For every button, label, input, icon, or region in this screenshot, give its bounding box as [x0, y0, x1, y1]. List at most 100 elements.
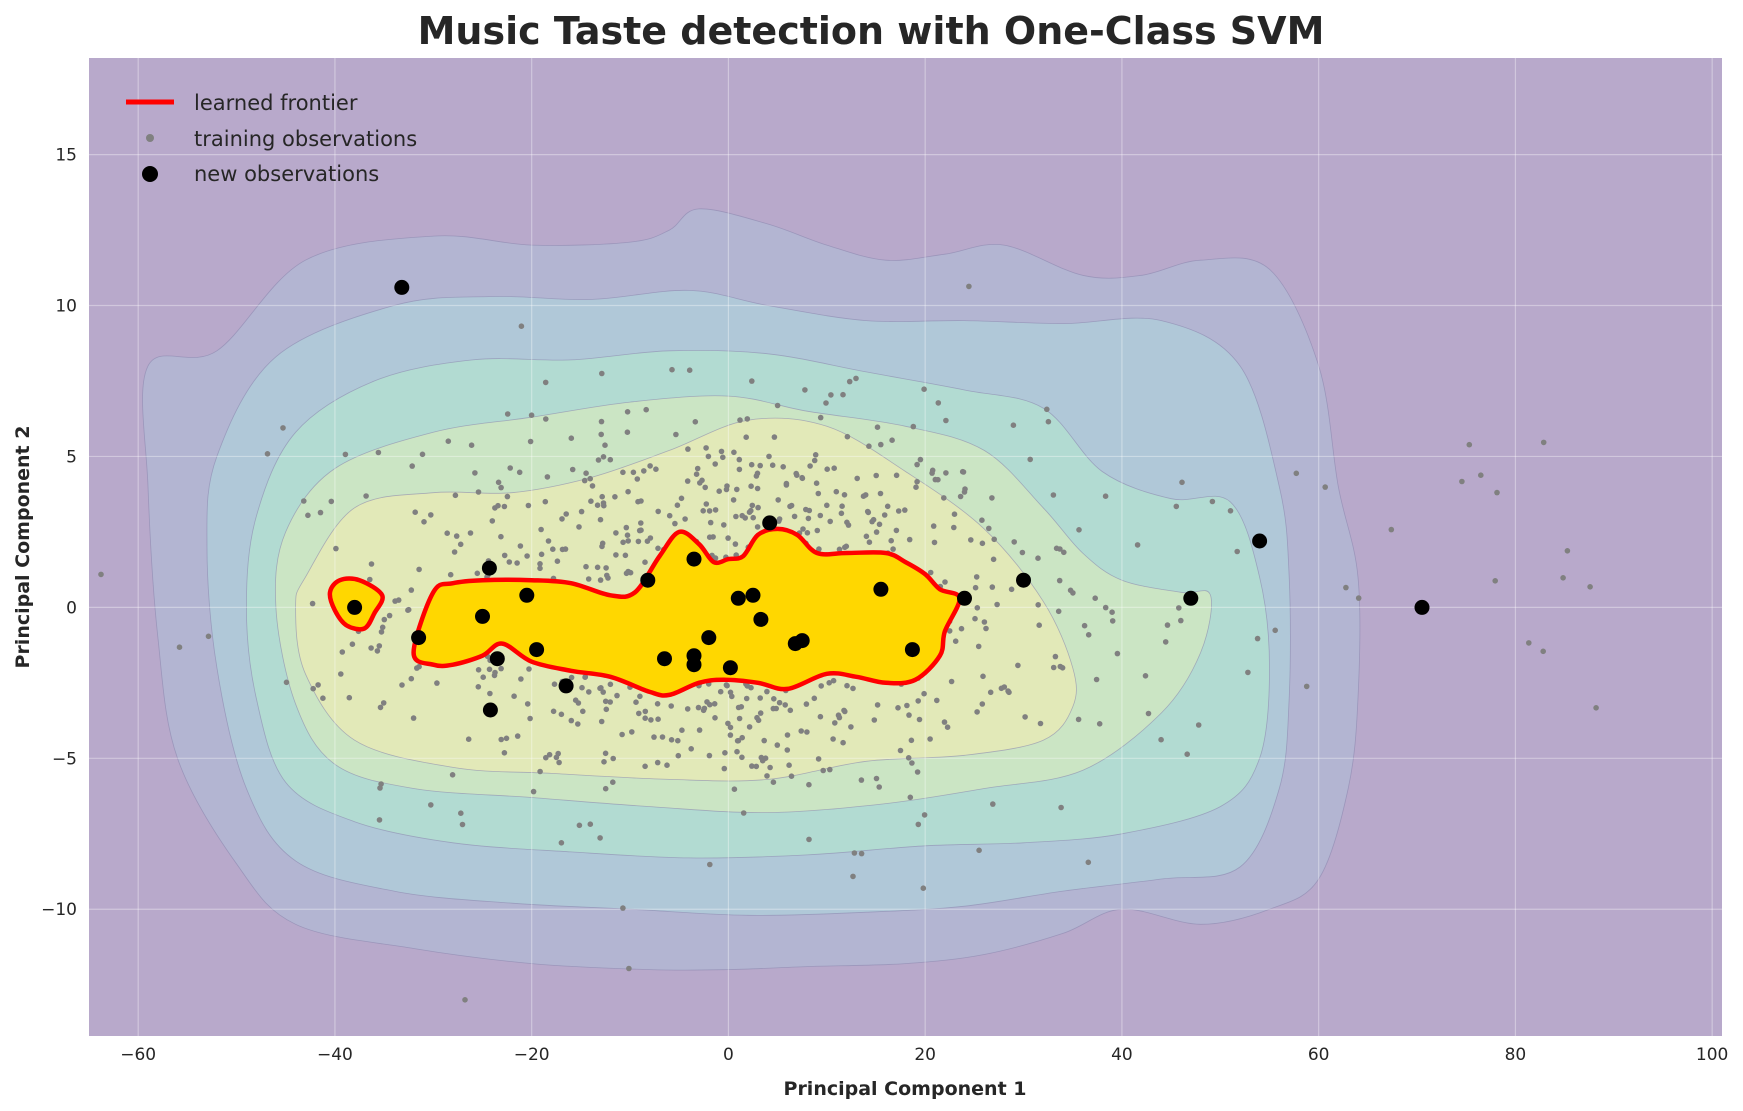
training-point: [961, 489, 968, 495]
training-point: [734, 486, 740, 493]
legend-new-label: new observations: [194, 162, 379, 186]
training-point: [624, 409, 631, 415]
training-point: [807, 463, 813, 469]
training-point: [914, 478, 920, 485]
training-point: [979, 517, 985, 523]
training-point: [705, 453, 712, 460]
grid: [89, 58, 1722, 1036]
training-point: [475, 684, 482, 690]
training-point: [784, 747, 791, 753]
training-point: [1075, 716, 1082, 723]
training-point: [823, 400, 829, 406]
training-point: [1114, 650, 1121, 657]
training-point: [528, 412, 535, 419]
training-point: [907, 794, 914, 801]
training-point: [712, 507, 719, 513]
training-point: [761, 737, 767, 744]
training-point: [707, 519, 714, 526]
training-point: [498, 533, 504, 540]
training-point: [379, 624, 386, 631]
training-point: [803, 701, 810, 707]
training-point: [989, 584, 996, 590]
training-point: [902, 507, 908, 513]
training-point: [381, 616, 388, 623]
training-point: [550, 546, 556, 552]
training-point: [538, 526, 544, 533]
training-point: [599, 370, 605, 377]
new-observation-point: [904, 642, 920, 658]
training-point: [554, 558, 561, 564]
new-observation-point: [745, 587, 761, 603]
training-point: [507, 465, 513, 471]
training-point: [866, 539, 873, 545]
training-point: [659, 734, 666, 740]
training-point: [668, 703, 674, 709]
training-point: [679, 727, 685, 733]
new-observation-point: [481, 560, 497, 576]
training-point: [844, 433, 851, 440]
training-point: [774, 742, 781, 748]
training-point: [597, 577, 604, 583]
training-point: [725, 720, 731, 727]
training-point: [1540, 439, 1547, 446]
legend-frontier-label: learned frontier: [194, 91, 358, 115]
training-point: [943, 470, 949, 476]
training-point: [462, 997, 468, 1003]
training-point: [1179, 479, 1185, 486]
new-observation-point: [529, 642, 545, 658]
training-point: [839, 503, 845, 510]
new-observation-point: [482, 702, 498, 718]
training-point: [913, 484, 919, 491]
legend-new-swatch: [142, 166, 158, 182]
training-point: [320, 695, 326, 701]
training-point: [543, 416, 549, 422]
training-point: [908, 737, 915, 744]
training-point: [339, 649, 346, 655]
training-point: [634, 476, 641, 482]
training-point: [598, 431, 604, 438]
training-point: [1593, 705, 1599, 711]
training-point: [744, 683, 751, 689]
x-tick-label: 40: [1111, 1045, 1133, 1065]
training-point: [651, 734, 657, 740]
frontier-region-2: [411, 526, 962, 698]
training-point: [598, 685, 604, 691]
training-point: [452, 492, 459, 499]
training-point: [888, 537, 894, 544]
training-point: [749, 763, 755, 769]
training-point: [740, 810, 747, 816]
training-point: [1388, 526, 1395, 533]
training-point: [712, 461, 718, 467]
training-point: [838, 510, 845, 517]
training-point: [1142, 673, 1149, 679]
training-point: [976, 847, 982, 854]
training-point: [736, 466, 743, 473]
training-point: [588, 498, 594, 505]
training-point: [958, 625, 965, 632]
training-point: [820, 767, 826, 774]
training-point: [587, 475, 593, 482]
training-point: [380, 700, 387, 706]
training-point: [784, 732, 791, 738]
training-point: [685, 446, 691, 452]
training-point: [445, 438, 452, 445]
training-point: [642, 708, 649, 715]
training-point: [525, 502, 532, 509]
training-point: [563, 511, 569, 517]
training-point: [706, 534, 713, 540]
training-point: [625, 538, 631, 544]
training-point: [647, 463, 653, 469]
training-point: [581, 477, 588, 484]
training-point: [817, 512, 824, 519]
training-point: [893, 472, 900, 479]
training-point: [542, 498, 549, 505]
legend-training-swatch: [146, 134, 154, 142]
training-point: [1067, 587, 1074, 594]
training-point: [399, 682, 405, 688]
training-point: [673, 431, 679, 438]
training-point: [1037, 720, 1044, 727]
training-point: [377, 704, 384, 711]
training-point: [624, 429, 631, 436]
new-observation-point: [957, 590, 972, 606]
training-point: [465, 736, 472, 742]
